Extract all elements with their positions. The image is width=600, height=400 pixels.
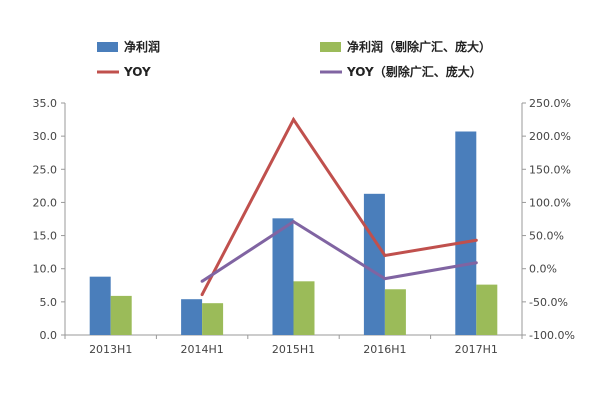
right-tick-label: 100.0% bbox=[529, 196, 571, 209]
left-tick-label: 15.0 bbox=[33, 230, 58, 243]
legend-swatch bbox=[97, 42, 118, 52]
right-tick-label: -50.0% bbox=[529, 296, 568, 309]
line-point bbox=[200, 279, 204, 283]
bar-net-profit-adjusted bbox=[384, 289, 406, 335]
right-tick-label: 0.0% bbox=[529, 263, 557, 276]
right-tick-label: 200.0% bbox=[529, 130, 571, 143]
bar-net-profit bbox=[272, 218, 294, 335]
line-point bbox=[200, 293, 204, 297]
left-tick-label: 5.0 bbox=[40, 296, 58, 309]
right-tick-label: 150.0% bbox=[529, 163, 571, 176]
bar-net-profit bbox=[363, 193, 385, 335]
bar-net-profit bbox=[455, 131, 477, 335]
legend-label: 净利润（剔除广汇、庞大） bbox=[347, 39, 491, 54]
left-tick-label: 20.0 bbox=[33, 196, 58, 209]
legend-label: YOY（剔除广汇、庞大） bbox=[346, 64, 482, 79]
x-tick-label: 2015H1 bbox=[272, 343, 315, 356]
line-point bbox=[383, 277, 387, 281]
x-tick-label: 2017H1 bbox=[455, 343, 498, 356]
line-yoy-adjusted bbox=[201, 219, 477, 283]
legend-item: 净利润 bbox=[97, 39, 160, 54]
line-point bbox=[383, 253, 387, 257]
legend-item: YOY bbox=[97, 65, 151, 79]
left-tick-label: 30.0 bbox=[33, 130, 58, 143]
line-point bbox=[474, 238, 478, 242]
bar-net-profit bbox=[89, 276, 111, 335]
line-yoy bbox=[200, 116, 477, 296]
line-point bbox=[292, 220, 295, 224]
bar-net-profit-adjusted bbox=[110, 295, 132, 335]
legend-label: YOY bbox=[123, 65, 151, 79]
bar-net-profit-adjusted bbox=[476, 284, 498, 335]
left-tick-label: 35.0 bbox=[33, 97, 58, 110]
lines bbox=[200, 116, 478, 297]
legend-item: 净利润（剔除广汇、庞大） bbox=[320, 39, 491, 54]
legend-label: 净利润 bbox=[124, 39, 160, 54]
legend: 净利润 净利润（剔除广汇、庞大） YOY YOY（剔除广汇、庞大） bbox=[97, 39, 491, 79]
line-point bbox=[474, 261, 478, 265]
bar-net-profit-adjusted bbox=[293, 281, 315, 335]
legend-swatch bbox=[320, 42, 341, 52]
right-tick-label: 250.0% bbox=[529, 97, 571, 110]
x-tick-label: 2016H1 bbox=[363, 343, 406, 356]
x-tick-label: 2014H1 bbox=[180, 343, 223, 356]
bars bbox=[89, 131, 498, 335]
bar-net-profit-adjusted bbox=[202, 303, 224, 335]
left-tick-label: 10.0 bbox=[33, 263, 58, 276]
left-tick-label: 25.0 bbox=[33, 163, 58, 176]
legend-item: YOY（剔除广汇、庞大） bbox=[320, 64, 482, 79]
line-point bbox=[292, 118, 295, 122]
x-tick-label: 2013H1 bbox=[89, 343, 132, 356]
right-tick-label: -100.0% bbox=[529, 329, 575, 342]
right-tick-label: 50.0% bbox=[529, 230, 564, 243]
bar-net-profit bbox=[181, 299, 203, 335]
axes: 0.0 5.0 10.0 15.0 20.0 25.0 30.0 35.0 -100.0% -50… bbox=[33, 97, 575, 356]
left-tick-label: 0.0 bbox=[40, 329, 58, 342]
